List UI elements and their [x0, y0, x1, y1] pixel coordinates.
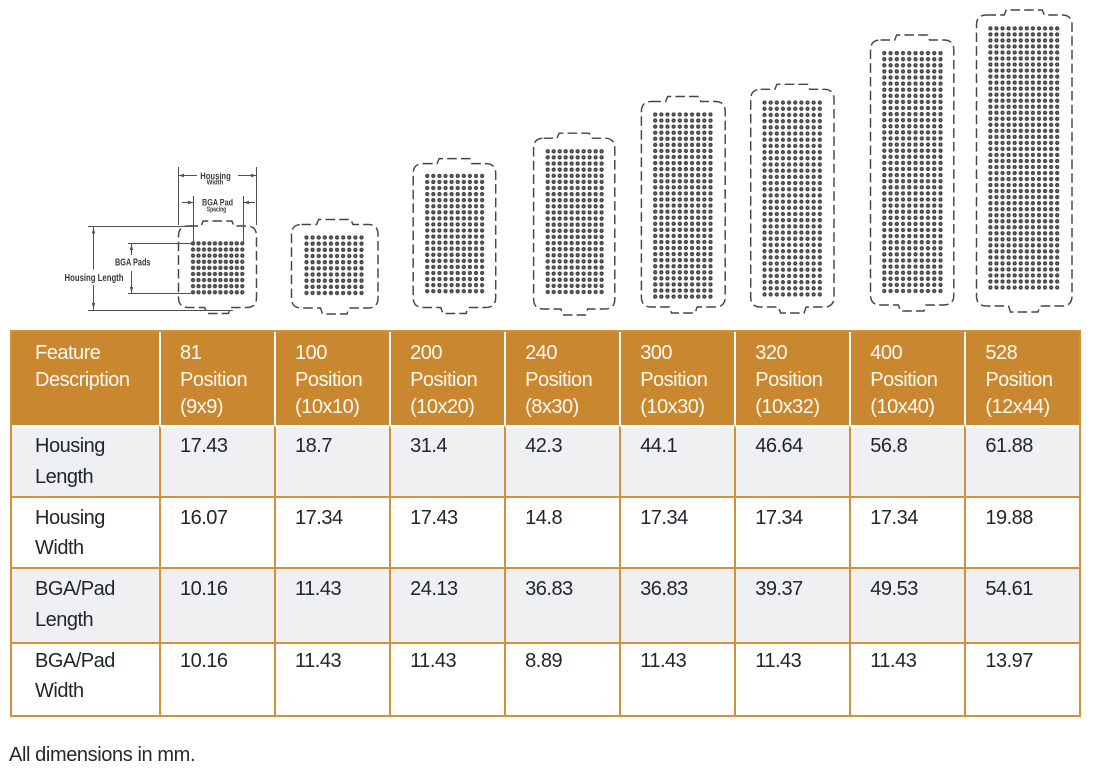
svg-text:BGA Pad: BGA Pad — [202, 198, 233, 209]
svg-text:Width: Width — [207, 180, 224, 187]
svg-text:Housing Length: Housing Length — [65, 273, 124, 284]
svg-text:Spacing: Spacing — [207, 206, 227, 213]
svg-text:Housing: Housing — [200, 171, 231, 182]
svg-text:BGA Pads: BGA Pads — [115, 257, 151, 268]
